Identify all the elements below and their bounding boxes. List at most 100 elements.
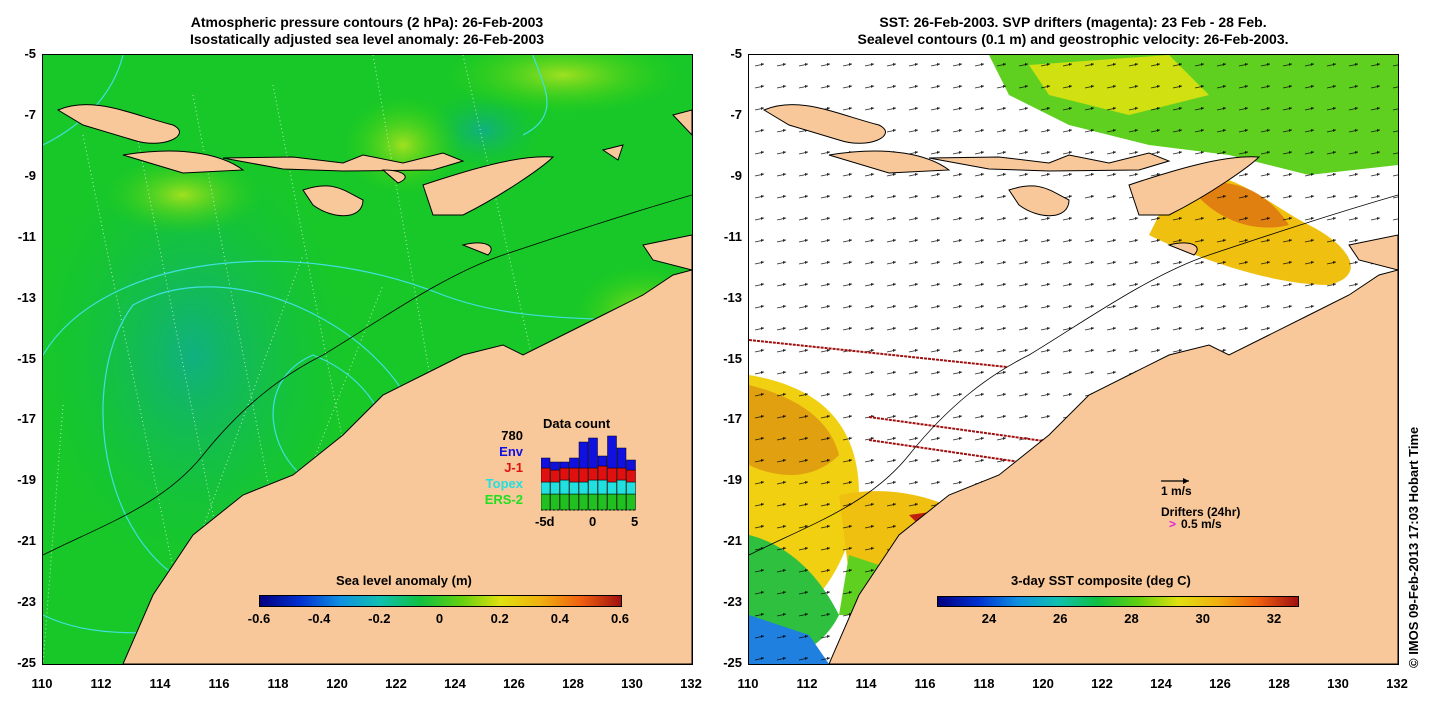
histogram-bar [597, 479, 608, 495]
histogram-bar [578, 481, 589, 495]
histogram-bar [597, 465, 608, 481]
histogram-bar [541, 467, 551, 483]
hist-tick-min: -5d [535, 514, 555, 529]
histogram-bar [616, 493, 627, 511]
y-axis-tick-label: -11 [723, 228, 742, 244]
colorbar-tick-label: 32 [1266, 611, 1282, 626]
histogram-bar [559, 479, 570, 495]
histogram-bar [588, 479, 598, 495]
histogram-bar [607, 467, 617, 483]
histogram-bar [616, 467, 627, 481]
x-axis-tick-label: 130 [1327, 676, 1349, 691]
histogram-bar [569, 481, 579, 495]
histogram-bar [559, 461, 570, 469]
x-axis-tick-label: 128 [1268, 676, 1290, 691]
histogram-bar [559, 493, 570, 511]
histogram-bar [569, 467, 579, 483]
y-axis-tick-label: -9 [24, 167, 36, 183]
x-axis-tick-label: 130 [621, 676, 643, 691]
histogram-bar [569, 457, 579, 469]
histogram-bar [550, 461, 560, 471]
histogram-bar [626, 481, 636, 495]
y-axis-tick-label: -13 [723, 289, 742, 305]
colorbar-tick-label: 0.6 [610, 611, 630, 626]
y-axis-tick-label: -19 [723, 472, 742, 488]
y-axis-tick-label: -9 [730, 167, 742, 183]
drifters-label: Drifters (24hr) [1161, 505, 1241, 519]
y-axis-tick-label: -19 [17, 472, 36, 488]
x-axis-tick-label: 114 [149, 676, 171, 691]
y-axis-tick-label: -5 [730, 46, 742, 61]
histogram-bar [597, 493, 608, 511]
colorbar-tick-label: -0.4 [307, 611, 331, 626]
histogram-bar [541, 457, 551, 469]
histogram-bar [550, 481, 560, 495]
x-axis-tick-label: 110 [31, 676, 53, 691]
y-axis-tick-label: -21 [723, 533, 742, 549]
y-axis-tick-label: -23 [723, 594, 742, 610]
histogram-bar [588, 437, 598, 469]
y-axis-tick-label: -15 [723, 350, 742, 366]
colorbar-tick-label: 0.4 [550, 611, 569, 626]
data-count-title: Data count [543, 416, 611, 431]
histogram-bar [541, 481, 551, 495]
x-axis-tick-label: 110 [737, 676, 759, 691]
histogram-bar [607, 435, 617, 469]
y-axis-tick-label: -23 [17, 594, 36, 610]
histogram-bar [541, 493, 551, 511]
colorbar-tick-label: 28 [1124, 611, 1139, 626]
y-axis-tick-label: -21 [17, 533, 36, 549]
colorbar-tick-label: 0 [435, 611, 444, 626]
histogram-bar [578, 441, 589, 469]
histogram-bar [569, 493, 579, 511]
x-axis-tick-label: 112 [90, 676, 112, 691]
legend-ers2: ERS-2 [484, 492, 523, 507]
histogram-bar [559, 467, 570, 481]
y-axis-tick-label: -17 [723, 411, 742, 427]
left-colorbar-title: Sea level anomaly (m) [336, 573, 472, 588]
histogram-bar [588, 467, 598, 481]
histogram-bar [626, 493, 636, 511]
colorbar-tick-label: 26 [1053, 611, 1068, 626]
histogram-bar [550, 469, 560, 483]
colorbar-tick-label: 24 [981, 611, 997, 626]
right-title-line2: Sealevel contours (0.1 m) and geostrophi… [857, 31, 1289, 47]
data-count-legend: 780 Env J-1 Topex ERS-2 Data count -5d 0… [463, 410, 663, 530]
y-axis-tick-label: -5 [24, 46, 36, 61]
left-map-panel: 780 Env J-1 Topex ERS-2 Data count -5d 0… [42, 54, 693, 665]
legend-count: 780 [501, 428, 523, 443]
x-axis-tick-label: 124 [444, 676, 466, 691]
histogram-bar [597, 455, 608, 467]
right-colorbar-title: 3-day SST composite (deg C) [1011, 573, 1191, 588]
y-axis-tick-label: -13 [17, 289, 36, 305]
x-axis-tick-label: 132 [680, 676, 702, 691]
colorbar-tick-label: 30 [1195, 611, 1210, 626]
drifters-speed: 0.5 m/s [1181, 517, 1222, 531]
histogram-bar [578, 493, 589, 511]
x-axis-tick-label: 118 [267, 676, 289, 691]
y-axis-tick-label: -25 [723, 655, 742, 670]
x-axis-tick-label: 116 [208, 676, 230, 691]
left-title-line2: Isostatically adjusted sea level anomaly… [189, 31, 545, 47]
x-axis-tick-label: 120 [1032, 676, 1054, 691]
legend-j1: J-1 [504, 460, 523, 475]
x-axis-tick-label: 114 [855, 676, 877, 691]
x-axis-tick-label: 116 [914, 676, 936, 691]
y-axis-tick-label: -15 [17, 350, 36, 366]
histogram-bar [578, 467, 589, 483]
histogram-bar [626, 459, 636, 471]
sea-level-colorbar [259, 595, 622, 607]
data-count-histogram [541, 435, 637, 511]
histogram-bar [588, 493, 598, 511]
colorbar-tick-label: 0.2 [490, 611, 509, 626]
x-axis-tick-label: 132 [1386, 676, 1408, 691]
x-axis-tick-label: 120 [326, 676, 348, 691]
hist-tick-zero: 0 [589, 514, 597, 529]
histogram-bar [626, 469, 636, 483]
colorbar-tick-label: -0.2 [368, 611, 391, 626]
histogram-bar [607, 481, 617, 495]
hist-tick-max: 5 [631, 514, 639, 529]
x-axis-tick-label: 122 [1091, 676, 1113, 691]
y-axis-tick-label: -7 [24, 106, 36, 122]
x-axis-tick-label: 128 [562, 676, 584, 691]
